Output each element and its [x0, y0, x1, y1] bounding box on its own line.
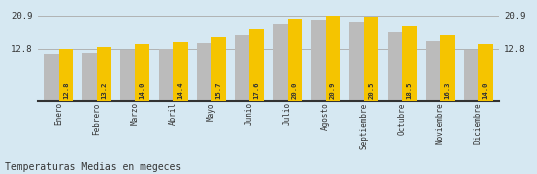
Text: Temperaturas Medias en megeces: Temperaturas Medias en megeces: [5, 162, 182, 172]
Text: 20.0: 20.0: [292, 82, 298, 99]
Bar: [173, 42, 187, 101]
Bar: [197, 43, 211, 101]
Bar: [426, 41, 440, 101]
Text: 14.0: 14.0: [139, 82, 145, 99]
Bar: [364, 17, 379, 101]
Bar: [464, 50, 478, 101]
Bar: [82, 53, 97, 101]
Text: 18.5: 18.5: [407, 82, 412, 99]
Text: 20.9: 20.9: [330, 82, 336, 99]
Bar: [273, 24, 288, 101]
Text: 14.4: 14.4: [177, 82, 183, 99]
Bar: [326, 16, 340, 101]
Bar: [402, 26, 417, 101]
Bar: [440, 35, 455, 101]
Bar: [249, 29, 264, 101]
Bar: [478, 44, 493, 101]
Bar: [44, 54, 59, 101]
Text: 20.5: 20.5: [368, 82, 374, 99]
Text: 14.0: 14.0: [483, 82, 489, 99]
Bar: [120, 50, 135, 101]
Text: 13.2: 13.2: [101, 82, 107, 99]
Text: 15.7: 15.7: [215, 82, 221, 99]
Bar: [211, 37, 226, 101]
Bar: [311, 20, 326, 101]
Bar: [350, 22, 364, 101]
Bar: [388, 32, 402, 101]
Bar: [158, 49, 173, 101]
Bar: [135, 44, 149, 101]
Bar: [235, 35, 249, 101]
Bar: [288, 19, 302, 101]
Bar: [97, 47, 111, 101]
Text: 16.3: 16.3: [445, 82, 451, 99]
Text: 12.8: 12.8: [63, 82, 69, 99]
Bar: [59, 49, 73, 101]
Text: 17.6: 17.6: [253, 82, 260, 99]
